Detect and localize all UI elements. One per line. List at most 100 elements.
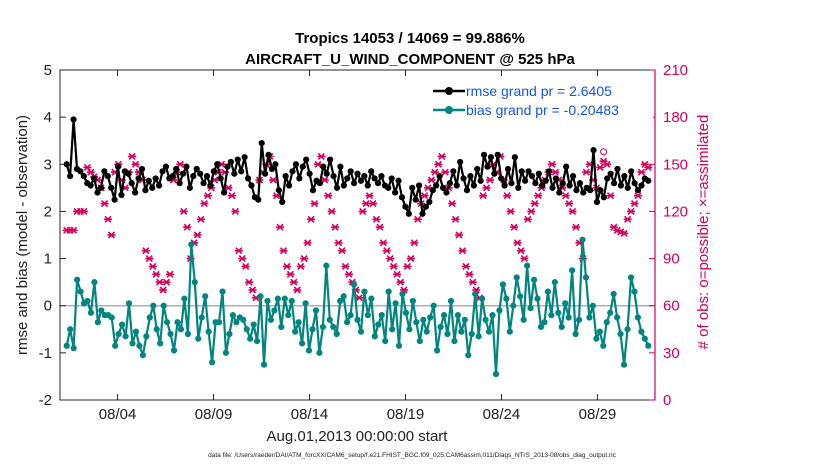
assimilated-obs-marker	[596, 163, 605, 171]
y2-tick-label: 60	[663, 298, 680, 315]
rmse-point	[590, 147, 597, 154]
rmse-point	[330, 172, 337, 180]
bias-point	[614, 314, 621, 321]
rmse-point	[316, 180, 323, 187]
assimilated-obs-marker	[289, 278, 298, 286]
y2-axis-label: # of obs: o=possible; ×=assimilated	[695, 115, 712, 350]
bias-point	[274, 295, 281, 302]
assimilated-obs-marker	[320, 176, 329, 184]
bias-point	[340, 293, 347, 300]
assimilated-obs-marker	[324, 192, 333, 200]
rmse-point	[94, 189, 101, 196]
rmse-point	[587, 187, 594, 194]
bias-point	[243, 326, 250, 333]
bias-point	[264, 297, 271, 305]
rmse-point	[433, 182, 440, 189]
bias-point	[143, 333, 150, 340]
rmse-point	[197, 170, 204, 177]
rmse-point	[279, 198, 286, 206]
bias-point	[627, 274, 635, 281]
rmse-point	[217, 175, 224, 182]
bias-point	[475, 333, 482, 340]
bias-point	[472, 290, 479, 298]
rmse-point	[556, 189, 563, 196]
assimilated-obs-marker	[572, 223, 581, 231]
bias-point	[146, 314, 153, 321]
bias-point	[589, 302, 596, 309]
bias-point	[132, 328, 140, 335]
assimilated-obs-marker	[382, 247, 391, 255]
rmse-point	[234, 156, 241, 163]
assimilated-obs-marker	[516, 247, 525, 255]
x-axis-label: Aug.01,2013 00:00:00 start	[267, 428, 449, 445]
rmse-point	[333, 184, 341, 191]
rmse-point	[220, 189, 228, 196]
rmse-point	[415, 182, 423, 189]
bias-point	[281, 295, 288, 302]
bias-point	[285, 312, 292, 319]
bias-point	[202, 293, 209, 300]
assimilated-obs-marker	[461, 262, 470, 270]
assimilated-obs-marker	[606, 192, 615, 200]
rmse-point	[162, 163, 170, 170]
bias-point	[240, 316, 247, 323]
assimilated-obs-marker	[465, 270, 474, 278]
bias-point	[634, 314, 641, 321]
assimilated-obs-marker	[317, 152, 326, 160]
legend-label-rmse: rmse grand pr = 2.6405	[466, 83, 612, 99]
assimilated-obs-marker	[427, 176, 436, 184]
rmse-point	[248, 182, 255, 189]
rmse-point	[545, 168, 553, 175]
assimilated-obs-marker	[104, 215, 113, 223]
rmse-point	[573, 187, 580, 194]
x-tick-label: 08/29	[579, 406, 617, 423]
rmse-point	[628, 168, 635, 175]
assimilated-obs-marker	[420, 192, 429, 200]
assimilated-obs-marker	[241, 262, 250, 270]
assimilated-obs-marker	[183, 223, 192, 231]
rmse-point	[244, 175, 252, 182]
bias-point	[413, 319, 420, 326]
bias-point	[617, 330, 624, 338]
assimilated-obs-marker	[565, 200, 574, 208]
assimilated-obs-marker	[534, 192, 543, 200]
y2-tick-label: 180	[663, 109, 688, 126]
bias-point	[219, 288, 226, 295]
rmse-point	[354, 170, 361, 177]
assimilated-obs-marker	[513, 239, 522, 247]
rmse-point	[525, 168, 532, 175]
bias-point	[368, 295, 375, 302]
bias-point	[420, 316, 427, 323]
rmse-point	[388, 175, 395, 182]
rmse-point	[200, 180, 207, 187]
bias-point	[641, 335, 648, 342]
bias-point	[319, 323, 326, 331]
bias-point	[129, 340, 136, 347]
assimilated-obs-marker	[231, 207, 240, 215]
rmse-point	[296, 175, 303, 182]
bias-point	[188, 241, 195, 248]
bias-point	[499, 281, 506, 288]
bias-point	[593, 335, 600, 342]
rmse-point	[159, 168, 166, 175]
chart-subtitle: AIRCRAFT_U_WIND_COMPONENT @ 525 hPa	[245, 51, 575, 68]
bias-point	[579, 236, 586, 243]
rmse-point	[255, 196, 262, 203]
legend-marker-rmse	[445, 87, 453, 95]
rmse-point	[272, 161, 279, 168]
x-tick-label: 08/14	[291, 406, 329, 423]
rmse-point	[453, 182, 460, 189]
ticks-layer: 08/04 08/09 08/14 08/19 08/24 08/29 -2 -1 0 1 2 3 4 5…	[39, 62, 688, 423]
rmse-point	[368, 168, 375, 175]
rmse-point	[542, 177, 549, 184]
bias-point	[485, 328, 493, 335]
rmse-point	[135, 175, 142, 182]
bias-point	[98, 307, 105, 314]
rmse-point	[604, 175, 611, 182]
assimilated-obs-marker	[413, 215, 422, 223]
bias-point	[295, 319, 302, 326]
axes-layer	[59, 69, 656, 401]
bias-point	[337, 297, 344, 305]
bias-point	[91, 279, 98, 286]
bias-point	[153, 326, 160, 333]
